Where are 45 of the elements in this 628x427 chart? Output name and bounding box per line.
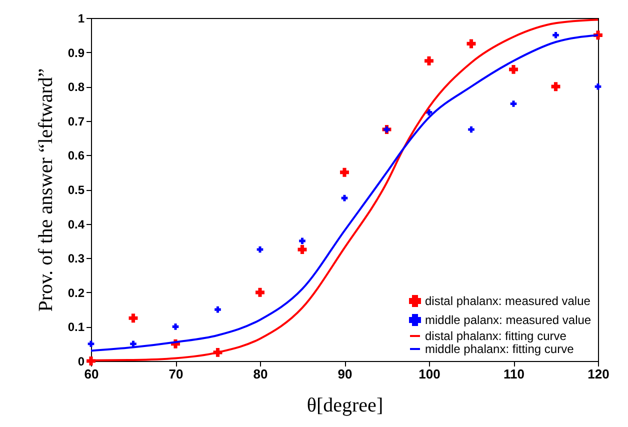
point — [172, 324, 179, 330]
point — [341, 194, 348, 202]
point — [468, 126, 474, 133]
y-tick-label: 0.2 — [68, 286, 85, 300]
legend-label: distal phalanx: measured value — [425, 294, 591, 308]
point — [88, 340, 94, 348]
y-tick-label: 0.5 — [68, 183, 85, 197]
point — [594, 83, 602, 90]
x-tick-label: 100 — [418, 366, 440, 382]
point — [466, 39, 476, 48]
point — [552, 32, 559, 38]
legend-label: middle phalanx: fitting curve — [425, 342, 574, 356]
y-tick-label: 0.1 — [68, 320, 85, 334]
y-tick-label: 0.9 — [68, 46, 85, 60]
point — [340, 168, 349, 177]
point — [424, 56, 434, 66]
y-tick-label: 0.6 — [68, 148, 85, 163]
point — [256, 288, 264, 297]
x-tick-label: 120 — [588, 366, 610, 382]
point — [551, 82, 560, 92]
legend-label: middle palanx: measured value — [425, 313, 592, 327]
point — [299, 238, 306, 244]
x-tick-label: 60 — [84, 366, 99, 382]
x-tick-label: 70 — [168, 366, 184, 382]
point — [426, 109, 432, 116]
x-tick-label: 80 — [253, 366, 268, 382]
y-tick-label: 0.4 — [68, 217, 85, 232]
legend-label: distal phalanx: fitting curve — [425, 329, 567, 343]
y-axis-title: Prov. of the answer “leftward” — [34, 68, 57, 312]
y-tick-label: 0.3 — [68, 252, 85, 266]
y-tick-label: 0.8 — [68, 80, 85, 94]
y-tick-label: 1 — [78, 12, 85, 26]
point — [130, 340, 136, 348]
x-tick-label: 90 — [338, 366, 352, 382]
y-tick-label: 0.7 — [68, 114, 85, 128]
point — [214, 306, 221, 313]
point — [298, 245, 307, 254]
point — [128, 314, 138, 323]
point — [509, 64, 518, 74]
x-tick-label: 110 — [504, 366, 524, 382]
y-tick-label: 0 — [78, 354, 85, 368]
point — [256, 246, 264, 253]
point — [510, 100, 517, 107]
point — [86, 356, 96, 366]
x-axis-title: θ[degree] — [306, 394, 384, 416]
